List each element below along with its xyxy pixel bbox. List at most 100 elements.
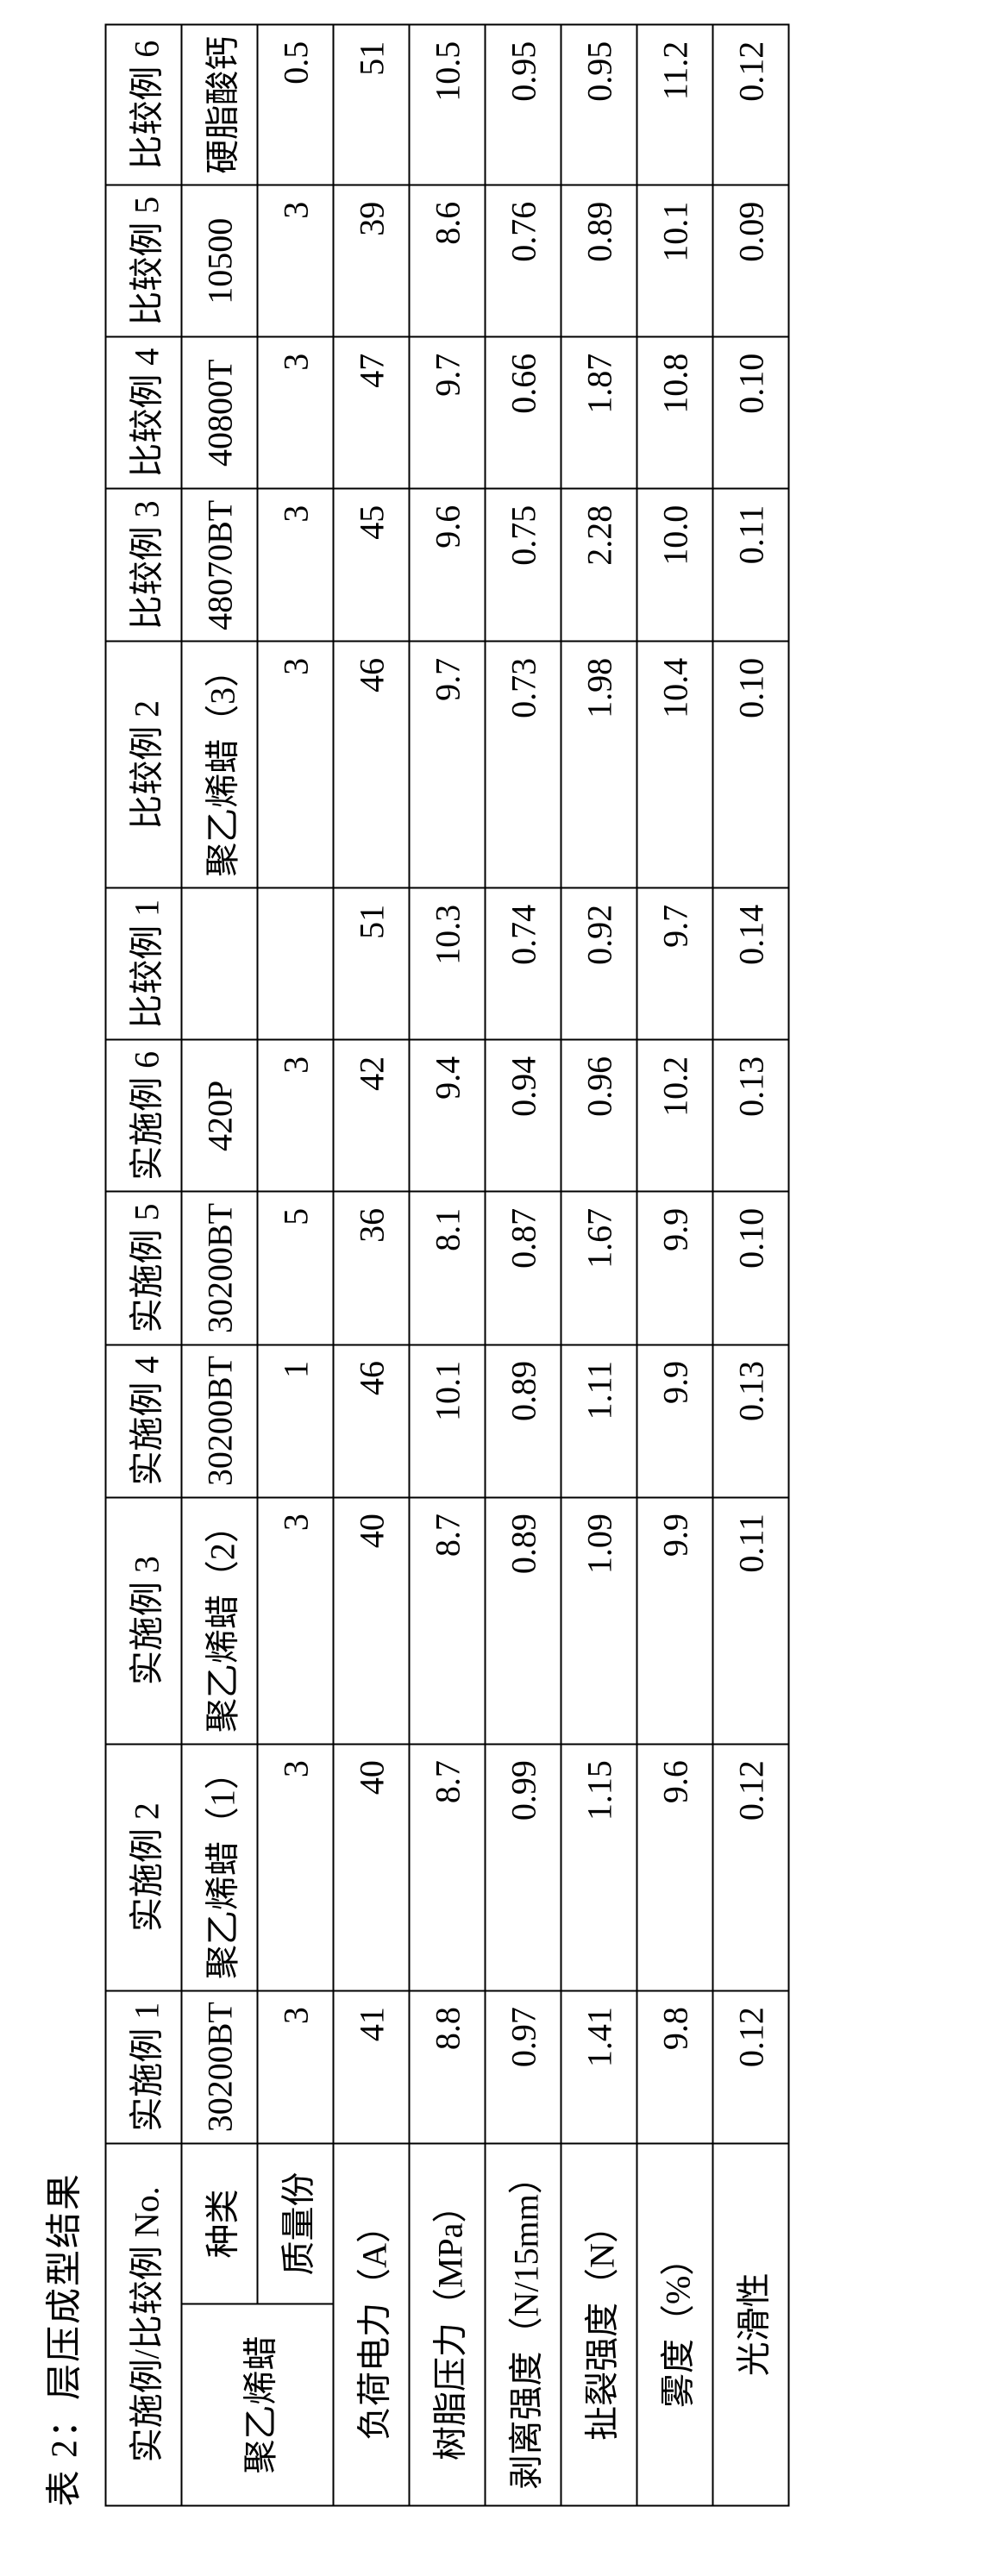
col-h-7: 比较例 2: [106, 642, 182, 888]
m0-4: 36: [334, 1192, 410, 1344]
col-h-0: 实施例 1: [106, 1990, 182, 2143]
m4-6: 9.7: [637, 888, 713, 1040]
mass-8: 3: [258, 489, 334, 642]
m4-8: 10.0: [637, 489, 713, 642]
m0-9: 47: [334, 337, 410, 489]
metric-row-1: 树脂压力（MPa） 8.8 8.7 8.7 10.1 8.1 9.4 10.3 …: [410, 25, 486, 2506]
table-caption: 表 2：层压成型结果: [35, 0, 88, 2507]
mass-5: 3: [258, 1040, 334, 1192]
mass-7: 3: [258, 642, 334, 888]
m4-4: 9.9: [637, 1192, 713, 1344]
m4-10: 10.1: [637, 185, 713, 337]
m0-0: 41: [334, 1990, 410, 2143]
m0-8: 45: [334, 489, 410, 642]
m2-4: 0.87: [486, 1192, 561, 1344]
m4-11: 11.2: [637, 25, 713, 185]
m5-8: 0.11: [713, 489, 789, 642]
m2-8: 0.75: [486, 489, 561, 642]
kind-5: 420P: [182, 1040, 258, 1192]
m2-1: 0.99: [486, 1744, 561, 1990]
metric-row-2: 剥离强度（N/15mm） 0.97 0.99 0.89 0.89 0.87 0.…: [486, 25, 561, 2506]
metric-row-0: 负荷电力（A） 41 40 40 46 36 42 51 46 45 47 39…: [334, 25, 410, 2506]
mass-10: 3: [258, 185, 334, 337]
kind-3: 30200BT: [182, 1344, 258, 1497]
m4-9: 10.8: [637, 337, 713, 489]
m5-6: 0.14: [713, 888, 789, 1040]
col-h-1: 实施例 2: [106, 1744, 182, 1990]
kind-9: 40800T: [182, 337, 258, 489]
col-h-5: 实施例 6: [106, 1040, 182, 1192]
metric-row-4: 雾度（%） 9.8 9.6 9.9 9.9 9.9 10.2 9.7 10.4 …: [637, 25, 713, 2506]
mass-6: [258, 888, 334, 1040]
kind-7: 聚乙烯蜡（3）: [182, 642, 258, 888]
m0-7: 46: [334, 642, 410, 888]
kind-6: [182, 888, 258, 1040]
m2-2: 0.89: [486, 1497, 561, 1744]
m5-1: 0.12: [713, 1744, 789, 1990]
header-row: 实施例/比较例 No. 实施例 1 实施例 2 实施例 3 实施例 4 实施例 …: [106, 25, 182, 2506]
m5-5: 0.13: [713, 1040, 789, 1192]
m0-11: 51: [334, 25, 410, 185]
m1-10: 8.6: [410, 185, 486, 337]
m0-1: 40: [334, 1744, 410, 1990]
kind-row: 聚乙烯蜡 种类 30200BT 聚乙烯蜡（1） 聚乙烯蜡（2） 30200BT …: [182, 25, 258, 2506]
m1-4: 8.1: [410, 1192, 486, 1344]
m1-9: 9.7: [410, 337, 486, 489]
m3-9: 1.87: [561, 337, 637, 489]
col-h-2: 实施例 3: [106, 1497, 182, 1744]
m5-7: 0.10: [713, 642, 789, 888]
m4-5: 10.2: [637, 1040, 713, 1192]
m3-4: 1.67: [561, 1192, 637, 1344]
col-h-4: 实施例 5: [106, 1192, 182, 1344]
m1-2: 8.7: [410, 1497, 486, 1744]
m1-11: 10.5: [410, 25, 486, 185]
m4-3: 9.9: [637, 1344, 713, 1497]
m3-11: 0.95: [561, 25, 637, 185]
kind-8: 48070BT: [182, 489, 258, 642]
m0-3: 46: [334, 1344, 410, 1497]
mass-2: 3: [258, 1497, 334, 1744]
mass-3: 1: [258, 1344, 334, 1497]
metric-label-4: 雾度（%）: [637, 2143, 713, 2505]
metric-label-3: 扯裂强度（N）: [561, 2143, 637, 2505]
m3-5: 0.96: [561, 1040, 637, 1192]
mass-11: 0.5: [258, 25, 334, 185]
m3-0: 1.41: [561, 1990, 637, 2143]
kind-2: 聚乙烯蜡（2）: [182, 1497, 258, 1744]
m5-10: 0.09: [713, 185, 789, 337]
kind-4: 30200BT: [182, 1192, 258, 1344]
group-label: 聚乙烯蜡: [182, 2304, 334, 2506]
col-h-3: 实施例 4: [106, 1344, 182, 1497]
col-h-10: 比较例 5: [106, 185, 182, 337]
mass-1: 3: [258, 1744, 334, 1990]
kind-0: 30200BT: [182, 1990, 258, 2143]
m5-4: 0.10: [713, 1192, 789, 1344]
m5-2: 0.11: [713, 1497, 789, 1744]
metric-row-5: 光滑性 0.12 0.12 0.11 0.13 0.10 0.13 0.14 0…: [713, 25, 789, 2506]
metric-label-2: 剥离强度（N/15mm）: [486, 2143, 561, 2505]
m4-0: 9.8: [637, 1990, 713, 2143]
col-h-9: 比较例 4: [106, 337, 182, 489]
m2-6: 0.74: [486, 888, 561, 1040]
m1-0: 8.8: [410, 1990, 486, 2143]
metric-label-0: 负荷电力（A）: [334, 2143, 410, 2505]
m5-3: 0.13: [713, 1344, 789, 1497]
m2-7: 0.73: [486, 642, 561, 888]
mass-row: 质量份 3 3 3 1 5 3 3 3 3 3 0.5: [258, 25, 334, 2506]
m1-6: 10.3: [410, 888, 486, 1040]
m2-3: 0.89: [486, 1344, 561, 1497]
m3-7: 1.98: [561, 642, 637, 888]
m2-9: 0.66: [486, 337, 561, 489]
sub-mass-label: 质量份: [258, 2143, 334, 2304]
kind-1: 聚乙烯蜡（1）: [182, 1744, 258, 1990]
m3-2: 1.09: [561, 1497, 637, 1744]
col-h-8: 比较例 3: [106, 489, 182, 642]
sub-kind-label: 种类: [182, 2143, 258, 2304]
m5-9: 0.10: [713, 337, 789, 489]
m2-10: 0.76: [486, 185, 561, 337]
m1-5: 9.4: [410, 1040, 486, 1192]
col-h-11: 比较例 6: [106, 25, 182, 185]
m2-5: 0.94: [486, 1040, 561, 1192]
m1-3: 10.1: [410, 1344, 486, 1497]
m0-5: 42: [334, 1040, 410, 1192]
